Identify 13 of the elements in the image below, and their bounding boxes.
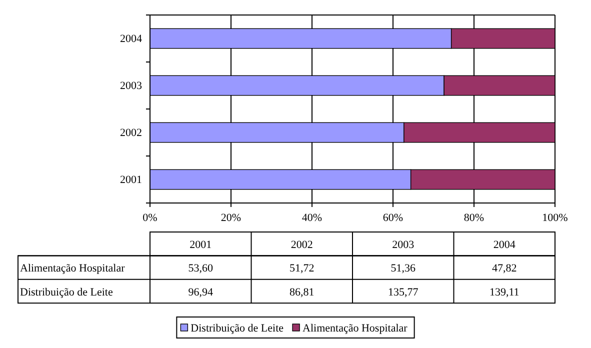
y-tick-label: 2001 <box>120 174 142 186</box>
legend-label: Distribuição de Leite <box>190 322 284 334</box>
y-tick-label: 2002 <box>120 127 142 140</box>
x-tick-label: 80% <box>464 212 484 224</box>
x-tick-label: 0% <box>142 212 158 224</box>
legend-label: Alimentação Hospitalar <box>302 322 408 334</box>
value-table: 2001 2002 2003 2004 Alimentação Hospitalar 53,60 51,72 51,36 47,82 Distribuição de Leite 96,94 86,81 135,77 139,11 <box>18 232 556 304</box>
y-tick-label: 2003 <box>120 80 142 92</box>
x-tick-label: 40% <box>302 212 322 224</box>
x-tick-label: 60% <box>382 212 404 224</box>
x-tick-label: 20% <box>220 212 242 224</box>
y-tick-label: 2004 <box>120 33 142 46</box>
x-tick-label: 100% <box>542 212 568 224</box>
